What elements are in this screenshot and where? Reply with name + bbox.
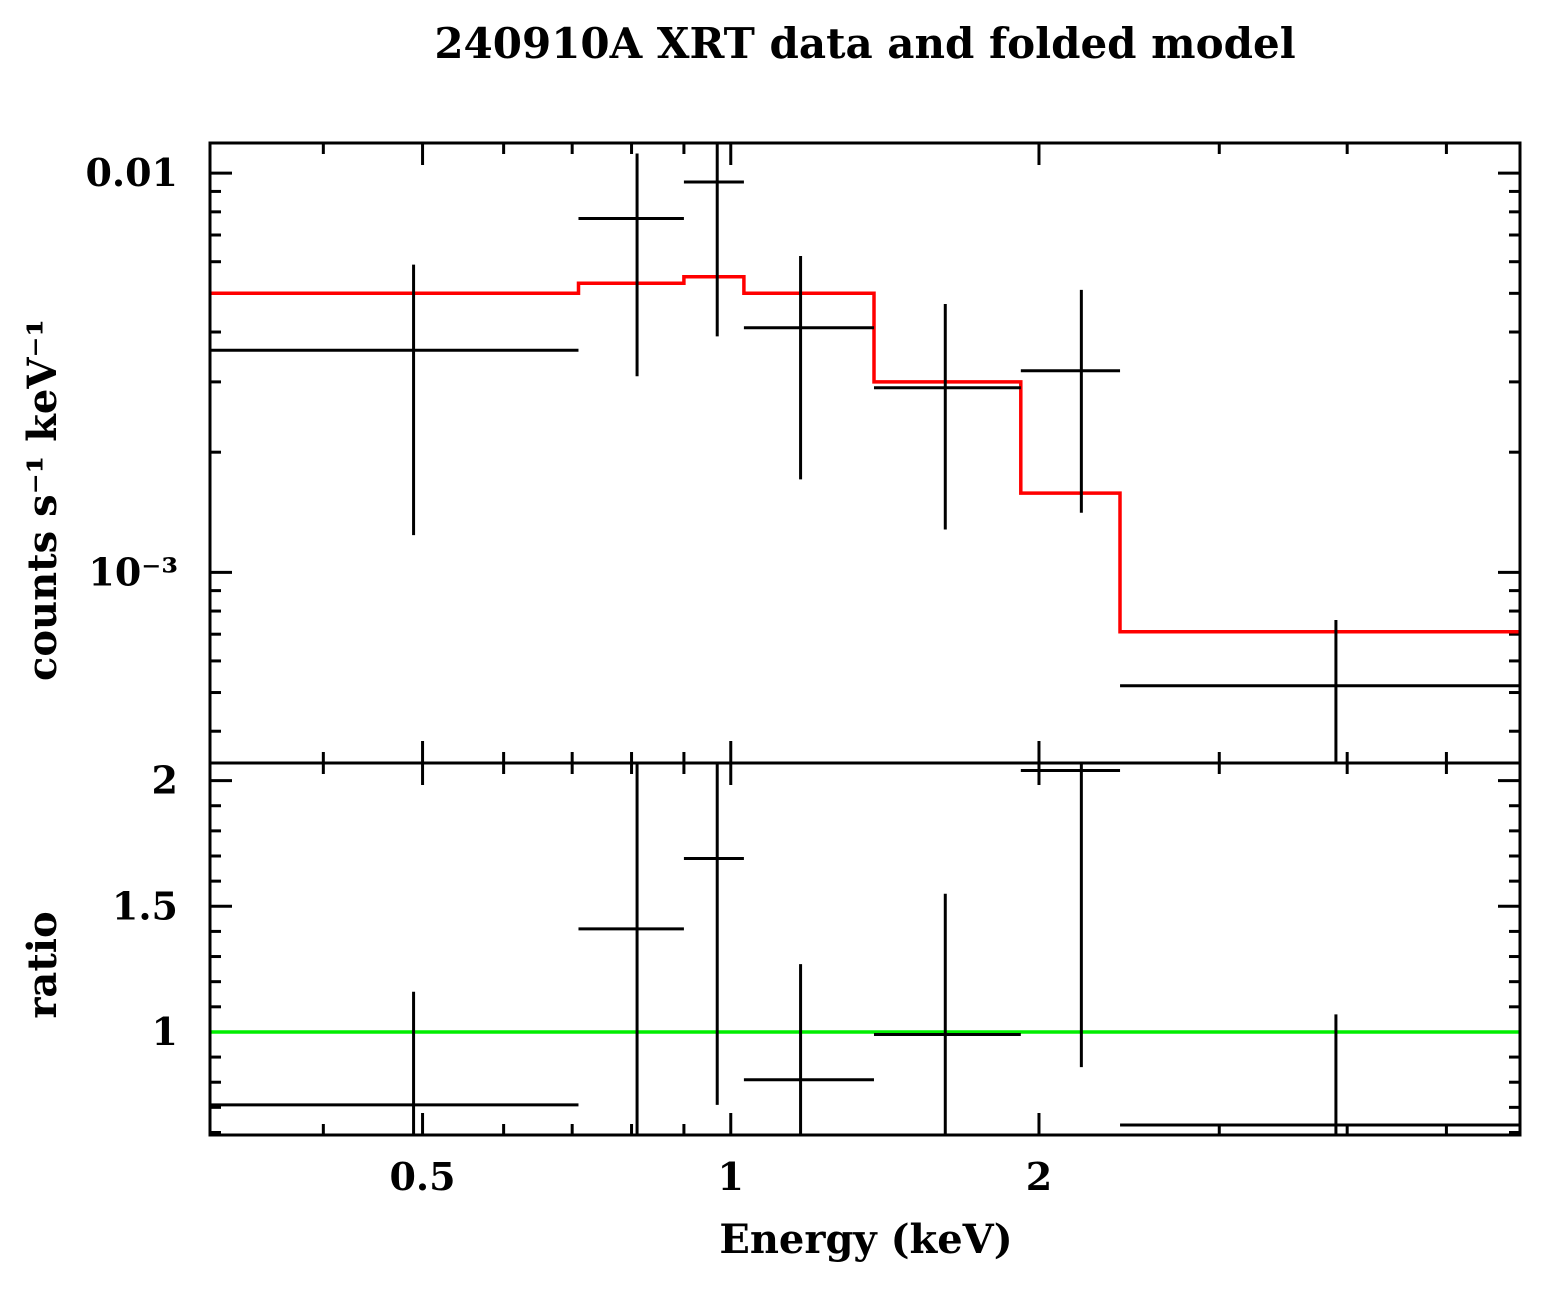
spectrum-y-tick-labels: 0.01 10⁻³ xyxy=(85,150,178,594)
chart-title: 240910A XRT data and folded model xyxy=(434,19,1295,68)
y-tick-label: 10⁻³ xyxy=(88,549,178,594)
x-tick-labels: 0.5 1 2 xyxy=(389,1154,1052,1199)
y-tick-label: 1 xyxy=(152,1009,178,1054)
ratio-panel: 11.52 ratio xyxy=(19,758,1522,1137)
ratio-y-tick-labels: 11.52 xyxy=(112,758,178,1054)
ratio-data-series xyxy=(210,763,1520,1135)
x-tick-label: 0.5 xyxy=(389,1154,455,1199)
spectrum-y-axis-label: counts s⁻¹ keV⁻¹ xyxy=(19,319,66,681)
x-tick-label: 2 xyxy=(1026,1154,1052,1199)
y-tick-label: 1.5 xyxy=(112,883,178,928)
y-tick-label: 0.01 xyxy=(85,150,178,195)
folded-model-step-line xyxy=(210,275,1520,634)
ratio-y-axis-label: ratio xyxy=(19,911,66,1018)
x-axis-label: Energy (keV) xyxy=(719,1216,1012,1263)
ratio-plot-frame xyxy=(208,761,1522,1137)
x-tick-label: 1 xyxy=(718,1154,744,1199)
y-tick-label: 2 xyxy=(152,758,178,803)
spectrum-ticks xyxy=(210,143,1520,763)
xrt-data-series xyxy=(210,143,1520,763)
folded-model-series xyxy=(210,275,1520,634)
